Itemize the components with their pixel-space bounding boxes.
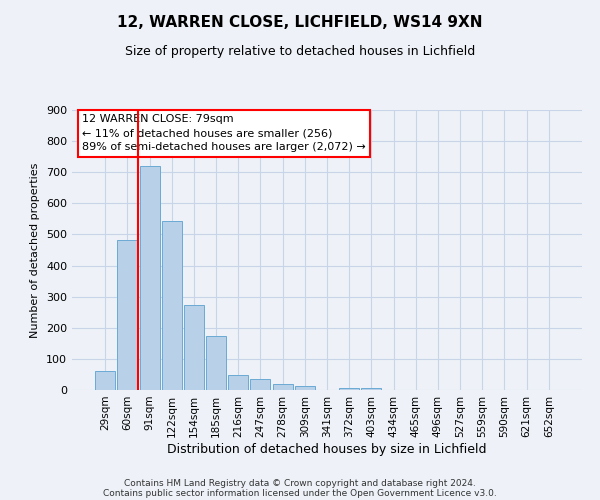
Bar	[339, 388, 359, 390]
Text: Size of property relative to detached houses in Lichfield: Size of property relative to detached ho…	[125, 45, 475, 58]
Bar	[162, 221, 182, 390]
Bar	[250, 379, 271, 390]
Bar	[118, 240, 137, 390]
Bar	[228, 375, 248, 390]
Bar	[272, 384, 293, 390]
Bar	[295, 386, 315, 390]
Text: 12 WARREN CLOSE: 79sqm
← 11% of detached houses are smaller (256)
89% of semi-de: 12 WARREN CLOSE: 79sqm ← 11% of detached…	[82, 114, 366, 152]
Bar	[206, 336, 226, 390]
Bar	[361, 388, 382, 390]
Text: Contains HM Land Registry data © Crown copyright and database right 2024.: Contains HM Land Registry data © Crown c…	[124, 478, 476, 488]
Text: 12, WARREN CLOSE, LICHFIELD, WS14 9XN: 12, WARREN CLOSE, LICHFIELD, WS14 9XN	[117, 15, 483, 30]
X-axis label: Distribution of detached houses by size in Lichfield: Distribution of detached houses by size …	[167, 442, 487, 456]
Bar	[140, 166, 160, 390]
Bar	[95, 370, 115, 390]
Y-axis label: Number of detached properties: Number of detached properties	[31, 162, 40, 338]
Text: Contains public sector information licensed under the Open Government Licence v3: Contains public sector information licen…	[103, 488, 497, 498]
Bar	[184, 306, 204, 390]
